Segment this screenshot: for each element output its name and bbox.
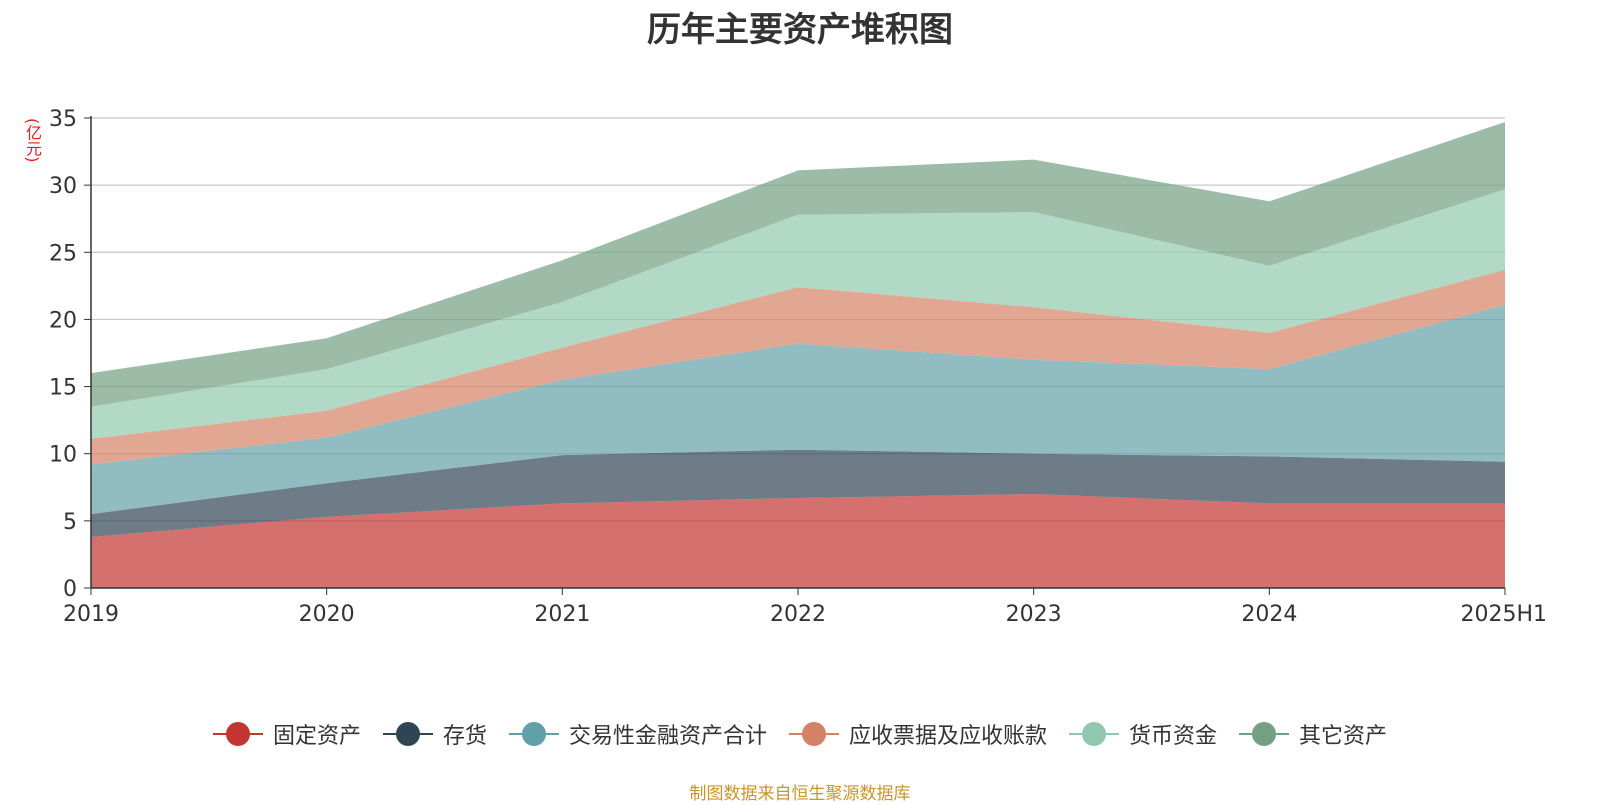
data-source-note: 制图数据来自恒生聚源数据库 bbox=[689, 784, 911, 804]
legend-item-4[interactable]: 货币资金 bbox=[1069, 718, 1217, 750]
area-series-0 bbox=[91, 494, 1505, 588]
area-series-5 bbox=[91, 122, 1505, 407]
y-tick-label: 15 bbox=[49, 376, 77, 401]
legend-label: 应收票据及应收账款 bbox=[849, 724, 1048, 749]
legend-marker-icon bbox=[508, 721, 559, 747]
stacked-area-chart: 0 5 10 15 20 25 30 35 2019 2020 2021 2022 2023 2024 20… bbox=[49, 107, 1547, 627]
x-tick-label: 2023 bbox=[1006, 602, 1062, 627]
x-tick-label: 2021 bbox=[534, 602, 590, 627]
legend-label: 其它资产 bbox=[1299, 724, 1388, 749]
x-tick-label: 2024 bbox=[1241, 602, 1297, 627]
area-series-4 bbox=[91, 189, 1505, 439]
legend-label: 交易性金融资产合计 bbox=[568, 724, 767, 749]
y-tick-label: 5 bbox=[63, 510, 77, 535]
area-series-3 bbox=[91, 269, 1505, 465]
legend-item-3[interactable]: 应收票据及应收账款 bbox=[789, 718, 1047, 750]
legend-item-5[interactable]: 其它资产 bbox=[1239, 718, 1387, 750]
legend: 固定资产 存货 交易性金融资产合计 应收票据及应收账款 货币资金 其它资产 bbox=[0, 718, 1600, 750]
chart-title: 历年主要资产堆积图 bbox=[647, 10, 953, 50]
y-tick-label: 25 bbox=[49, 241, 77, 266]
y-axis-unit-label: (亿元) bbox=[23, 118, 42, 163]
legend-marker-icon bbox=[382, 721, 433, 747]
area-series-2 bbox=[91, 304, 1505, 515]
x-tick-label: 2020 bbox=[299, 602, 355, 627]
y-tick-label: 20 bbox=[49, 308, 77, 333]
area-series-1 bbox=[91, 449, 1505, 537]
legend-item-1[interactable]: 存货 bbox=[382, 718, 487, 750]
legend-marker-icon bbox=[1069, 721, 1120, 747]
legend-marker-icon bbox=[789, 721, 839, 747]
legend-item-0[interactable]: 固定资产 bbox=[212, 718, 361, 750]
axes: 0 5 10 15 20 25 30 35 2019 2020 2021 2022 2023 2024 20… bbox=[49, 107, 1547, 627]
x-tick-label: 2019 bbox=[63, 602, 119, 627]
y-tick-label: 30 bbox=[49, 174, 77, 199]
legend-item-2[interactable]: 交易性金融资产合计 bbox=[508, 718, 767, 750]
y-tick-label: 35 bbox=[49, 107, 77, 132]
x-tick-label: 2025H1 bbox=[1460, 602, 1547, 627]
legend-marker-icon bbox=[212, 721, 263, 747]
area-series bbox=[91, 122, 1505, 588]
x-tick-label: 2022 bbox=[770, 602, 826, 627]
y-tick-label: 10 bbox=[49, 443, 77, 468]
legend-marker-icon bbox=[1239, 721, 1290, 747]
legend-label: 存货 bbox=[442, 724, 487, 749]
y-tick-label: 0 bbox=[63, 577, 77, 602]
legend-label: 固定资产 bbox=[272, 724, 361, 749]
legend-label: 货币资金 bbox=[1129, 724, 1218, 749]
